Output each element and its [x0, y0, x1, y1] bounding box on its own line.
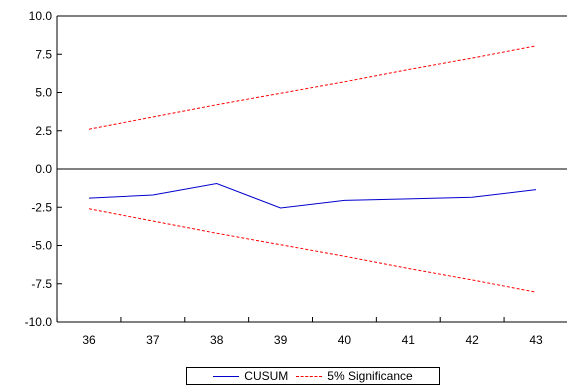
y-tick-label: -5.0	[31, 239, 52, 253]
y-tick-label: 10.0	[29, 9, 53, 23]
significance-line-swatch-icon	[296, 375, 323, 377]
legend: CUSUM 5% Significance	[186, 367, 440, 385]
y-tick-label: 0.0	[35, 162, 52, 176]
y-tick-label: 5.0	[35, 86, 52, 100]
series-layer	[88, 45, 537, 293]
legend-label-significance: 5% Significance	[327, 369, 413, 383]
plot-area	[56, 15, 567, 323]
y-tick-label: -10.0	[25, 315, 53, 329]
legend-item-significance: 5% Significance	[296, 369, 413, 383]
x-tick-label: 38	[210, 333, 224, 347]
x-tick-label: 36	[82, 333, 96, 347]
y-axis: 10.0 7.5 5.0 2.5 0.0 -2.5 -5.0 -7.5 -10.0	[25, 9, 62, 329]
x-tick-label: 41	[402, 333, 416, 347]
x-tick-label: 42	[465, 333, 479, 347]
legend-label-cusum: CUSUM	[244, 369, 289, 383]
x-tick-label: 39	[274, 333, 288, 347]
y-tick-label: 7.5	[35, 47, 52, 61]
lower-significance-line	[88, 208, 537, 293]
cusum-line-swatch-icon	[213, 375, 240, 377]
x-tick-label: 37	[146, 333, 160, 347]
upper-significance-line	[88, 45, 537, 130]
y-tick-label: -2.5	[31, 200, 52, 214]
x-tick-label: 40	[338, 333, 352, 347]
y-tick-label: 2.5	[35, 124, 52, 138]
x-tick-label: 43	[529, 333, 543, 347]
y-tick-label: -7.5	[31, 277, 52, 291]
cusum-line	[88, 183, 537, 209]
x-axis: 36 37 38 39 40 41 42 43	[56, 317, 543, 347]
legend-item-cusum: CUSUM	[213, 369, 288, 383]
